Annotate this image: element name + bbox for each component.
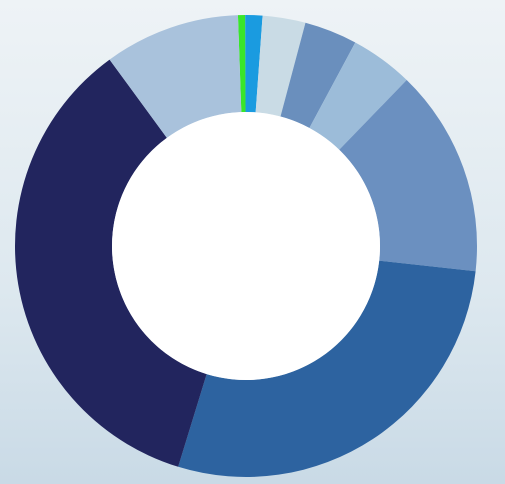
donut xyxy=(15,15,477,477)
donut-hole xyxy=(112,112,380,380)
chart xyxy=(0,0,505,484)
